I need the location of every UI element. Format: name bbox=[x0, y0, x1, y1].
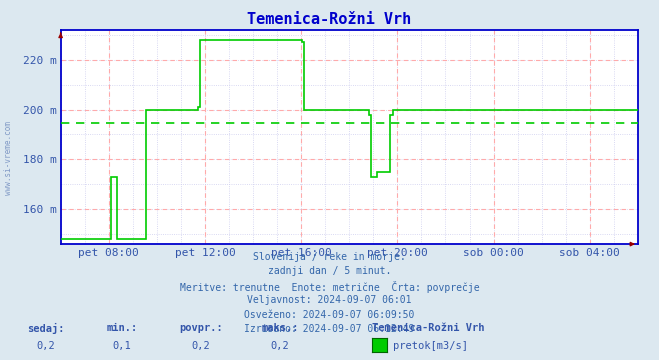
Text: 0,2: 0,2 bbox=[271, 341, 289, 351]
Text: sedaj:: sedaj: bbox=[28, 323, 65, 334]
Text: Meritve: trenutne  Enote: metrične  Črta: povprečje: Meritve: trenutne Enote: metrične Črta: … bbox=[180, 281, 479, 293]
Text: 0,1: 0,1 bbox=[113, 341, 131, 351]
Text: Veljavnost: 2024-09-07 06:01: Veljavnost: 2024-09-07 06:01 bbox=[247, 295, 412, 305]
Text: 0,2: 0,2 bbox=[37, 341, 55, 351]
Text: povpr.:: povpr.: bbox=[179, 323, 223, 333]
Text: pretok[m3/s]: pretok[m3/s] bbox=[393, 341, 469, 351]
Text: Slovenija / reke in morje.: Slovenija / reke in morje. bbox=[253, 252, 406, 262]
Text: Temenica-Rožni Vrh: Temenica-Rožni Vrh bbox=[247, 12, 412, 27]
Text: Osveženo: 2024-09-07 06:09:50: Osveženo: 2024-09-07 06:09:50 bbox=[244, 310, 415, 320]
Text: min.:: min.: bbox=[106, 323, 138, 333]
Text: 0,2: 0,2 bbox=[192, 341, 210, 351]
Text: zadnji dan / 5 minut.: zadnji dan / 5 minut. bbox=[268, 266, 391, 276]
Text: maks.:: maks.: bbox=[262, 323, 299, 333]
Text: Temenica-Rožni Vrh: Temenica-Rožni Vrh bbox=[372, 323, 485, 333]
Text: Izrisano: 2024-09-07 06:12:49: Izrisano: 2024-09-07 06:12:49 bbox=[244, 324, 415, 334]
Text: www.si-vreme.com: www.si-vreme.com bbox=[4, 121, 13, 195]
